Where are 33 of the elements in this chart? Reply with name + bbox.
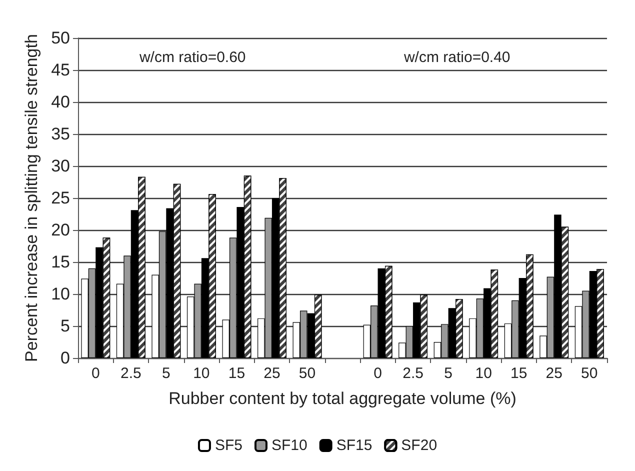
legend-label: SF5 xyxy=(214,437,242,454)
x-tick-label: 50 xyxy=(581,365,598,382)
y-tick-label: 10 xyxy=(51,284,70,304)
x-tick-label: 5 xyxy=(444,365,452,382)
x-tick-label: 10 xyxy=(193,365,210,382)
x-tick-label: 0 xyxy=(91,365,100,382)
legend-label: SF10 xyxy=(271,437,308,454)
y-tick-label: 30 xyxy=(51,156,70,176)
legend-label: SF15 xyxy=(336,437,372,454)
x-axis-title: Rubber content by total aggregate volume (%) xyxy=(168,389,516,408)
x-tick-label: 10 xyxy=(475,365,492,382)
x-tick-label: 15 xyxy=(228,365,246,382)
y-tick-label: 0 xyxy=(60,348,70,368)
y-axis-title: Percent increase in splitting tensile strength xyxy=(22,34,42,362)
x-tick-label: 2.5 xyxy=(120,365,142,382)
x-tick-label: 25 xyxy=(264,365,280,382)
y-tick-label: 45 xyxy=(51,60,70,80)
y-tick-label: 25 xyxy=(51,188,70,208)
x-tick-label: 15 xyxy=(510,365,528,382)
y-tick-label: 20 xyxy=(51,220,70,240)
annotation: w/cm ratio=0.60 xyxy=(138,49,246,66)
legend-label: SF20 xyxy=(401,437,438,454)
y-tick-label: 50 xyxy=(51,28,70,48)
y-tick-label: 40 xyxy=(51,92,70,112)
annotation: w/cm ratio=0.40 xyxy=(402,49,510,66)
x-tick-label: 25 xyxy=(546,365,562,382)
x-tick-label: 50 xyxy=(298,365,316,382)
y-tick-label: 5 xyxy=(60,316,70,336)
x-tick-label: 2.5 xyxy=(402,365,424,382)
y-tick-label: 35 xyxy=(51,124,70,144)
x-tick-label: 5 xyxy=(162,365,170,382)
x-tick-label: 0 xyxy=(374,365,382,382)
y-tick-label: 15 xyxy=(51,252,70,272)
